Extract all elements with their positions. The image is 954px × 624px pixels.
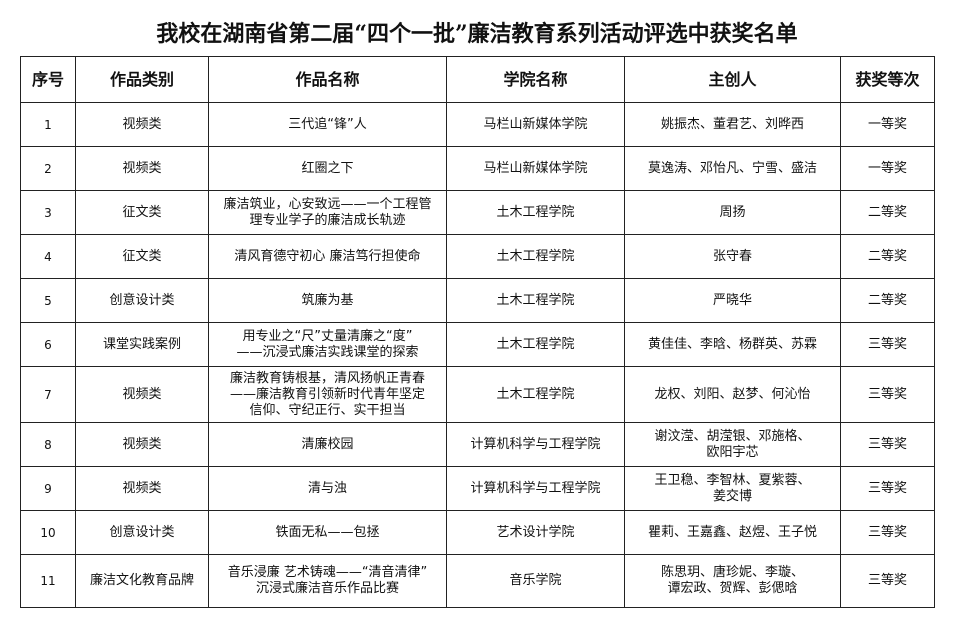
cell-work: 廉洁教育铸根基，清风扬帆正青春 ——廉洁教育引领新时代青年坚定 信仰、守纪正行、… [208,366,447,423]
table-row: 3 征文类 廉洁筑业，心安致远——一个工程管 理专业学子的廉洁成长轨迹 土木工程学院周… [20,190,935,235]
cell-no: 1 [20,102,76,147]
cell-work: 音乐浸廉 艺术铸魂——“清音清律” 沉浸式廉洁音乐作品比赛 [208,554,447,608]
cell-no: 10 [20,510,76,555]
cell-no: 6 [20,322,76,367]
cell-award: 一等奖 [840,102,935,147]
cell-college: 计算机科学与工程学院 [446,422,625,467]
cell-authors: 龙权、刘阳、赵梦、何沁怡 [624,366,841,423]
cell-authors: 莫逸涛、邓怡凡、宁雪、盛洁 [624,146,841,191]
awards-table: 序号 作品类别 作品名称 学院名称 主创人 获奖等次 1 视频类 三代追“锋”人 马栏… [20,56,935,608]
cell-college: 音乐学院 [446,554,625,608]
cell-work: 用专业之“尺”丈量清廉之“度” ——沉浸式廉洁实践课堂的探索 [208,322,447,367]
cell-award: 二等奖 [840,234,935,279]
cell-authors: 严晓华 [624,278,841,323]
cell-college: 土木工程学院 [446,278,625,323]
table-row: 1 视频类 三代追“锋”人 马栏山新媒体学院 姚振杰、董君艺、刘晔西 一等奖 [20,102,935,147]
cell-authors: 黄佳佳、李晗、杨群英、苏霖 [624,322,841,367]
cell-award: 三等奖 [840,422,935,467]
cell-no: 5 [20,278,76,323]
cell-work: 红圈之下 [208,146,447,191]
cell-no: 2 [20,146,76,191]
table-header-row: 序号 作品类别 作品名称 学院名称 主创人 获奖等次 [20,56,935,103]
cell-college: 土木工程学院 [446,234,625,279]
cell-category: 征文类 [75,190,209,235]
cell-authors: 瞿莉、王嘉鑫、赵煜、王子悦 [624,510,841,555]
table-row: 6 课堂实践案例 用专业之“尺”丈量清廉之“度” ——沉浸式廉洁实践课堂的探索 土木工… [20,322,935,367]
cell-no: 11 [20,554,76,608]
header-authors: 主创人 [624,56,841,103]
cell-no: 9 [20,466,76,511]
header-college: 学院名称 [446,56,625,103]
cell-authors: 姚振杰、董君艺、刘晔西 [624,102,841,147]
table-row: 11 廉洁文化教育品牌 音乐浸廉 艺术铸魂——“清音清律” 沉浸式廉洁音乐作品比赛音… [20,554,935,608]
cell-no: 7 [20,366,76,423]
cell-category: 视频类 [75,146,209,191]
cell-college: 马栏山新媒体学院 [446,102,625,147]
cell-authors: 王卫稳、李智林、夏紫蓉、 姜交博 [624,466,841,511]
cell-authors: 周扬 [624,190,841,235]
cell-category: 视频类 [75,466,209,511]
cell-college: 马栏山新媒体学院 [446,146,625,191]
header-no: 序号 [20,56,76,103]
cell-award: 三等奖 [840,366,935,423]
cell-category: 征文类 [75,234,209,279]
cell-work: 三代追“锋”人 [208,102,447,147]
table-row: 4 征文类 清风育德守初心 廉洁笃行担使命 土木工程学院 张守春 二等奖 [20,234,935,279]
cell-award: 三等奖 [840,322,935,367]
cell-work: 铁面无私——包拯 [208,510,447,555]
cell-no: 4 [20,234,76,279]
cell-category: 廉洁文化教育品牌 [75,554,209,608]
cell-award: 二等奖 [840,190,935,235]
cell-college: 计算机科学与工程学院 [446,466,625,511]
table-row: 9 视频类 清与浊 计算机科学与工程学院 王卫稳、李智林、夏紫蓉、 姜交博 三等奖 [20,466,935,511]
table-row: 2 视频类 红圈之下 马栏山新媒体学院 莫逸涛、邓怡凡、宁雪、盛洁 一等奖 [20,146,935,191]
cell-authors: 张守春 [624,234,841,279]
cell-award: 三等奖 [840,554,935,608]
cell-work: 清风育德守初心 廉洁笃行担使命 [208,234,447,279]
cell-category: 创意设计类 [75,510,209,555]
cell-award: 二等奖 [840,278,935,323]
cell-no: 3 [20,190,76,235]
cell-work: 筑廉为基 [208,278,447,323]
cell-award: 一等奖 [840,146,935,191]
cell-category: 视频类 [75,366,209,423]
cell-college: 土木工程学院 [446,190,625,235]
cell-category: 课堂实践案例 [75,322,209,367]
cell-category: 创意设计类 [75,278,209,323]
table-row: 8 视频类 清廉校园 计算机科学与工程学院 谢汶滢、胡滢银、邓施格、 欧阳宇芯 三等奖 [20,422,935,467]
cell-college: 土木工程学院 [446,322,625,367]
cell-no: 8 [20,422,76,467]
table-row: 5 创意设计类 筑廉为基 土木工程学院 严晓华 二等奖 [20,278,935,323]
cell-award: 三等奖 [840,466,935,511]
table-row: 7 视频类 廉洁教育铸根基，清风扬帆正青春 ——廉洁教育引领新时代青年坚定 信仰、守… [20,366,935,423]
table-row: 10 创意设计类 铁面无私——包拯 艺术设计学院 瞿莉、王嘉鑫、赵煜、王子悦 三等奖 [20,510,935,555]
header-category: 作品类别 [75,56,209,103]
cell-authors: 陈思玥、唐珍妮、李璇、 谭宏政、贺辉、彭偲晗 [624,554,841,608]
page-title: 我校在湖南省第二届“四个一批”廉洁教育系列活动评选中获奖名单 [156,21,798,47]
header-work: 作品名称 [208,56,447,103]
cell-college: 艺术设计学院 [446,510,625,555]
cell-award: 三等奖 [840,510,935,555]
cell-authors: 谢汶滢、胡滢银、邓施格、 欧阳宇芯 [624,422,841,467]
cell-work: 廉洁筑业，心安致远——一个工程管 理专业学子的廉洁成长轨迹 [208,190,447,235]
header-award: 获奖等次 [840,56,935,103]
cell-category: 视频类 [75,102,209,147]
cell-category: 视频类 [75,422,209,467]
cell-work: 清与浊 [208,466,447,511]
cell-work: 清廉校园 [208,422,447,467]
cell-college: 土木工程学院 [446,366,625,423]
